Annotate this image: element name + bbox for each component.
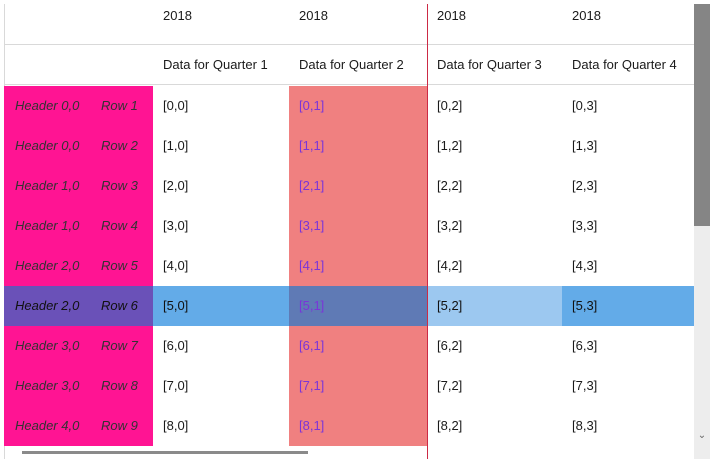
table-cell[interactable]: [6,2] [437,338,463,353]
grid-header-bottom-border [4,84,694,85]
table-cell[interactable]: [1,0] [163,138,189,153]
table-row[interactable]: Header 1,0 Row 4 [3,0] [3,1] [3,2] [3,3] [0,206,694,246]
table-cell[interactable]: [8,0] [163,418,189,433]
vertical-scrollbar[interactable]: ⌄ [694,4,710,459]
table-cell[interactable]: [2,3] [572,178,598,193]
table-cell[interactable]: [3,0] [163,218,189,233]
column-header[interactable]: Data for Quarter 2 [299,57,404,72]
row-label: Row 1 [101,98,138,113]
table-cell[interactable]: [4,1] [289,246,427,286]
frozen-column-divider [427,4,428,459]
row-header[interactable]: Header 2,0 Row 6 [4,286,153,326]
grid-header-divider [4,44,694,45]
table-cell[interactable]: [0,1] [289,86,427,126]
column-header[interactable]: Data for Quarter 1 [163,57,268,72]
column-header-row: Data for Quarter 1 Data for Quarter 2 Da… [0,45,694,84]
table-cell[interactable]: [1,1] [289,126,427,166]
row-group-label: Header 2,0 [15,258,80,273]
table-cell[interactable]: [3,1] [289,206,427,246]
table-cell[interactable]: [0,2] [437,98,463,113]
table-row[interactable]: Header 0,0 Row 2 [1,0] [1,1] [1,2] [1,3] [0,126,694,166]
row-header[interactable]: Header 2,0 Row 5 [4,246,153,286]
row-label: Row 2 [101,138,138,153]
table-cell[interactable]: [3,2] [437,218,463,233]
column-header[interactable]: Data for Quarter 4 [572,57,677,72]
chevron-down-icon[interactable]: ⌄ [697,430,707,441]
table-cell[interactable]: [4,2] [437,258,463,273]
row-group-label: Header 4,0 [15,418,80,433]
column-group-header[interactable]: 2018 [437,7,466,23]
row-group-label: Header 0,0 [15,98,80,113]
column-group-header-row: 2018 2018 2018 2018 [0,4,694,26]
table-cell[interactable]: [2,2] [437,178,463,193]
table-cell[interactable]: [8,1] [289,406,427,446]
table-row[interactable]: Header 3,0 Row 8 [7,0] [7,1] [7,2] [7,3] [0,366,694,406]
vertical-scrollbar-thumb[interactable] [694,4,710,226]
row-header[interactable]: Header 4,0 Row 9 [4,406,153,446]
table-cell[interactable]: [4,3] [572,258,598,273]
table-cell[interactable]: [7,3] [572,378,598,393]
table-cell[interactable]: [8,3] [572,418,598,433]
table-cell[interactable]: [7,0] [163,378,189,393]
table-cell[interactable]: [4,0] [163,258,189,273]
table-cell[interactable]: [7,1] [289,366,427,406]
row-group-label: Header 1,0 [15,218,80,233]
row-header[interactable]: Header 1,0 Row 4 [4,206,153,246]
table-cell[interactable]: [5,0] [153,286,289,326]
row-header[interactable]: Header 3,0 Row 8 [4,366,153,406]
table-cell[interactable]: [8,2] [437,418,463,433]
row-label: Row 3 [101,178,138,193]
table-cell[interactable]: [2,0] [163,178,189,193]
row-group-label: Header 2,0 [15,298,80,313]
table-row[interactable]: Header 4,0 Row 9 [8,0] [8,1] [8,2] [8,3] [0,406,694,446]
row-label: Row 7 [101,338,138,353]
row-group-label: Header 3,0 [15,378,80,393]
row-header[interactable]: Header 1,0 Row 3 [4,166,153,206]
row-header[interactable]: Header 0,0 Row 1 [4,86,153,126]
table-cell[interactable]: [1,2] [437,138,463,153]
table-cell[interactable]: [2,1] [289,166,427,206]
table-row[interactable]: Header 0,0 Row 1 [0,0] [0,1] [0,2] [0,3] [0,86,694,126]
table-cell[interactable]: [6,1] [289,326,427,366]
row-label: Row 8 [101,378,138,393]
column-group-header[interactable]: 2018 [299,7,328,23]
table-cell[interactable]: [3,3] [572,218,598,233]
row-label: Row 4 [101,218,138,233]
row-label: Row 5 [101,258,138,273]
table-row[interactable]: Header 2,0 Row 5 [4,0] [4,1] [4,2] [4,3] [0,246,694,286]
row-header[interactable]: Header 3,0 Row 7 [4,326,153,366]
row-group-label: Header 0,0 [15,138,80,153]
table-cell[interactable]: [5,1] [289,286,427,326]
column-group-header[interactable]: 2018 [572,7,601,23]
column-header[interactable]: Data for Quarter 3 [437,57,542,72]
horizontal-scrollbar-thumb[interactable] [22,451,308,454]
row-label: Row 9 [101,418,138,433]
table-cell[interactable]: [6,0] [163,338,189,353]
row-group-label: Header 3,0 [15,338,80,353]
table-row[interactable]: Header 1,0 Row 3 [2,0] [2,1] [2,2] [2,3] [0,166,694,206]
column-group-header[interactable]: 2018 [163,7,192,23]
table-cell[interactable]: [7,2] [437,378,463,393]
table-cell[interactable]: [0,0] [163,98,189,113]
row-group-label: Header 1,0 [15,178,80,193]
table-cell[interactable]: [5,3] [562,286,694,326]
table-cell[interactable]: [0,3] [572,98,598,113]
table-cell[interactable]: [5,2] [427,286,562,326]
table-cell[interactable]: [1,3] [572,138,598,153]
selected-table-row[interactable]: Header 2,0 Row 6 [5,0] [5,1] [5,2] [5,3] [0,286,694,326]
row-header[interactable]: Header 0,0 Row 2 [4,126,153,166]
row-label: Row 6 [101,298,138,313]
table-cell[interactable]: [6,3] [572,338,598,353]
table-row[interactable]: Header 3,0 Row 7 [6,0] [6,1] [6,2] [6,3] [0,326,694,366]
